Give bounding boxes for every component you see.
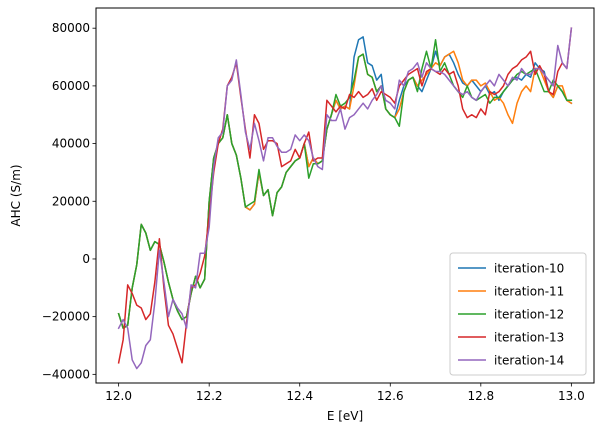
- x-tick-label: 13.0: [558, 389, 585, 403]
- legend-label-iteration-13: iteration-13: [494, 331, 564, 345]
- x-tick-label: 12.2: [196, 389, 223, 403]
- x-axis-label: E [eV]: [327, 409, 363, 423]
- plot-frame: [95, 7, 595, 384]
- y-tick-label: −20000: [42, 310, 90, 324]
- x-tick-label: 12.6: [377, 389, 404, 403]
- x-axis-ticks: 12.0 12.2 12.4 12.6 12.8 13.0: [105, 383, 585, 403]
- legend-label-iteration-10: iteration-10: [494, 262, 564, 276]
- legend-box: [449, 252, 587, 376]
- y-axis-label: AHC (S/m): [9, 164, 23, 226]
- y-tick-label: 60000: [52, 79, 90, 93]
- series-line-iteration-13: [117, 27, 573, 364]
- y-tick-label: −40000: [42, 367, 90, 381]
- series-line-iteration-14: [117, 27, 573, 370]
- y-tick-label: 0: [82, 252, 90, 266]
- x-tick-label: 12.0: [105, 389, 132, 403]
- x-tick-label: 12.8: [467, 389, 494, 403]
- y-tick-label: 40000: [52, 137, 90, 151]
- x-tick-label: 12.4: [286, 389, 313, 403]
- series-lines: [117, 27, 573, 370]
- legend-label-iteration-11: iteration-11: [494, 285, 564, 299]
- legend-label-iteration-12: iteration-12: [494, 308, 564, 322]
- legend-label-iteration-14: iteration-14: [494, 354, 564, 368]
- y-tick-label: 20000: [52, 194, 90, 208]
- y-tick-label: 80000: [52, 21, 90, 35]
- y-axis-ticks: −40000 −20000 0 20000 40000 60000 80000: [42, 21, 96, 381]
- series-line-iteration-12: [117, 38, 573, 329]
- legend: iteration-10 iteration-11 iteration-12 iter…: [449, 252, 587, 376]
